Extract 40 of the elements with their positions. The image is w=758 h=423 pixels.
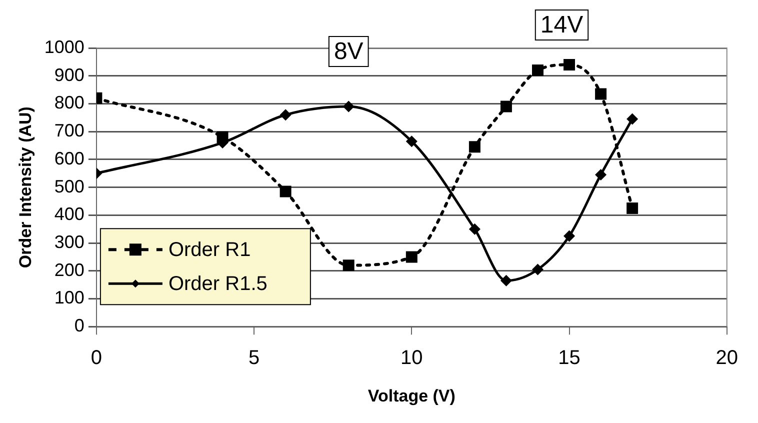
y-axis-title: Order Intensity (AU) [16,106,35,268]
annotation: 8V [334,38,364,66]
y-tick-label: 700 [54,120,84,141]
point [500,275,512,286]
point [469,224,480,234]
point [564,230,575,242]
annotation: 14V [540,12,584,39]
x-tick-label: 10 [400,347,423,370]
point [280,186,292,198]
y-tick-label: 0 [74,316,84,336]
y-tick-label: 200 [54,260,84,280]
point [532,64,544,76]
point [595,88,607,100]
legend-label: Order R1 [168,239,251,262]
point [626,202,638,214]
point [564,58,576,70]
point [406,251,418,263]
point [500,100,512,112]
x-axis-title: Voltage (V) [368,386,456,406]
y-tick-label: 300 [54,232,84,252]
y-tick-label: 400 [54,204,84,224]
x-tick-label: 0 [90,347,102,370]
point [343,101,354,112]
point [342,260,354,272]
point [596,170,606,180]
y-tick-label: 800 [54,92,84,113]
y-tick-label: 500 [54,176,84,196]
y-tick-label: 1000 [44,36,84,57]
point [532,264,543,275]
point [406,136,417,147]
point [468,141,480,153]
x-tick-label: 20 [716,347,738,370]
point [280,110,291,120]
y-tick-label: 600 [54,148,84,168]
y-tick-label: 100 [54,288,84,308]
point [627,114,638,124]
legend-label: Order R1.5 [168,273,268,296]
x-tick-label: 5 [248,347,260,370]
x-tick-label: 15 [558,347,580,370]
y-tick-label: 900 [54,64,84,85]
